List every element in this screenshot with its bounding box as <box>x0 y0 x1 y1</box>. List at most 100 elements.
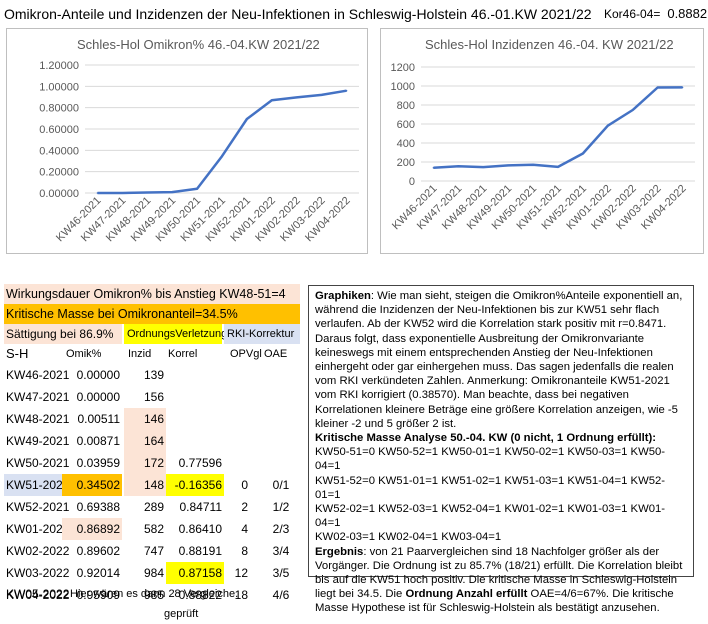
data-point <box>656 86 659 89</box>
table-cell-omik[interactable]: 0.00871 <box>76 434 120 448</box>
table-cell-kor[interactable]: 0.87158 <box>178 566 222 580</box>
analyse-line: KW50-51=0 KW50-52=1 KW50-01=1 KW50-02=1 … <box>315 446 666 473</box>
table-cell-oae[interactable]: 3/4 <box>272 544 290 558</box>
y-tick-label: 1000 <box>391 81 415 93</box>
table-cell-inz[interactable]: 582 <box>143 522 164 536</box>
col-inzid: Inzid <box>128 348 152 360</box>
row-kw-label[interactable]: KW50-2021 <box>6 456 70 470</box>
table-cell-kor[interactable] <box>166 387 222 407</box>
row-kw-label[interactable]: KW03-2022 <box>6 566 70 580</box>
table-cell-opv[interactable] <box>224 431 248 451</box>
ergebnis-label: Ergebnis <box>315 545 364 558</box>
table-cell-inz[interactable]: 985 <box>143 588 164 602</box>
correlation-cell[interactable]: Kor46-04= 0.8882 <box>604 6 707 21</box>
table-cell-omik[interactable]: 0.34502 <box>76 478 120 492</box>
col-oae: OAE <box>264 348 288 360</box>
table-cell-kor[interactable] <box>166 409 222 429</box>
table-cell-opv[interactable]: 18 <box>234 588 248 602</box>
geprueft-text: geprüft <box>164 608 199 620</box>
kritisch-text: Kritische Masse bei Omikronanteil=34.5% <box>6 307 238 321</box>
table-cell-oae[interactable] <box>266 431 296 451</box>
row-kw-label[interactable]: KW49-2021 <box>6 434 70 448</box>
table-cell-oae[interactable]: 3/5 <box>272 566 290 580</box>
row-kw-label[interactable]: KW52-2021 <box>6 500 70 514</box>
graphiken-text: : Wie man sieht, steigen die Omikron%Ant… <box>315 290 683 430</box>
table-cell-inz[interactable]: 289 <box>143 500 164 514</box>
table-cell-inz[interactable]: 984 <box>143 566 164 580</box>
cell-highlight <box>62 518 122 540</box>
y-tick-label: 600 <box>397 119 415 131</box>
table-cell-kor[interactable]: 0.84711 <box>179 500 223 514</box>
table-cell-kor[interactable] <box>166 431 222 451</box>
table-cell-inz[interactable]: 148 <box>143 478 164 492</box>
info-text-box[interactable]: Graphiken: Wie man sieht, steigen die Om… <box>308 285 694 614</box>
table-cell-oae[interactable] <box>266 365 296 385</box>
table-cell-omik[interactable]: 0.03959 <box>76 456 120 470</box>
table-cell-kor[interactable]: -0.16356 <box>174 478 222 492</box>
row-kw-label[interactable]: KW04-2022 <box>6 588 70 602</box>
table-cell-omik[interactable]: 0.00000 <box>76 390 120 404</box>
row-kw-label[interactable]: KW02-2022 <box>6 544 70 558</box>
table-cell-oae[interactable]: 0/1 <box>272 478 290 492</box>
last-kw: KW05-2022 <box>6 587 70 601</box>
table-cell-kor[interactable]: 0.88822 <box>178 588 222 602</box>
table-cell-opv[interactable]: 8 <box>241 544 248 558</box>
y-tick-label: 200 <box>397 157 415 169</box>
data-point <box>221 155 223 157</box>
inzidenz-chart[interactable]: Schles-Hol Inzidenzen 46.-04. KW 2021/22… <box>380 28 704 254</box>
table-cell-opv[interactable] <box>224 387 248 407</box>
row-kw-label[interactable]: KW48-2021 <box>6 412 70 426</box>
data-point <box>320 94 323 96</box>
table-cell-opv[interactable] <box>224 409 248 429</box>
table-cell-omik[interactable]: 0.89602 <box>76 544 120 558</box>
data-point <box>432 166 435 169</box>
table-cell-inz[interactable]: 747 <box>143 544 164 558</box>
row-kw-label[interactable]: KW01-2022 <box>6 522 70 536</box>
row-kw-label[interactable]: KW46-2021 <box>6 368 70 382</box>
table-cell-inz[interactable]: 146 <box>143 412 164 426</box>
table-cell-oae[interactable]: 4/6 <box>272 588 290 602</box>
table-cell-kor[interactable] <box>166 365 222 385</box>
table-cell-kor[interactable]: 0.88191 <box>178 544 222 558</box>
table-cell-inz[interactable]: 172 <box>143 456 164 470</box>
table-cell-oae[interactable]: 1/2 <box>272 500 290 514</box>
table-cell-opv[interactable]: 12 <box>234 566 248 580</box>
table-cell-omik[interactable]: 0.92014 <box>76 566 120 580</box>
table-cell-oae[interactable] <box>266 387 296 407</box>
table-cell-omik[interactable]: 0.00000 <box>76 368 120 382</box>
table-cell-kor[interactable]: 0.86410 <box>178 522 222 536</box>
region-label: S-H <box>6 346 29 361</box>
note-text: Hier wären es dann 28 Vergleiche. <box>70 588 239 600</box>
table-cell-inz[interactable]: 156 <box>143 390 164 404</box>
table-cell-opv[interactable] <box>224 453 248 473</box>
table-cell-omik[interactable]: 0.95909 <box>76 588 120 602</box>
table-cell-opv[interactable]: 0 <box>241 478 248 492</box>
omikron-chart-svg: 0.00000 0.20000 0.40000 0.60000 0.80000 1.000… <box>39 60 359 244</box>
sheet-title: Omikron-Anteile und Inzidenzen der Neu-I… <box>4 6 592 22</box>
row-kw-label[interactable]: KW51-2021 <box>6 478 70 492</box>
y-tick-label: 0.60000 <box>39 124 79 136</box>
table-cell-oae[interactable] <box>266 409 296 429</box>
table-cell-inz[interactable]: 139 <box>143 368 164 382</box>
data-point <box>557 166 559 168</box>
cell-highlight <box>4 474 62 496</box>
table-cell-omik[interactable]: 0.86892 <box>76 522 120 536</box>
analyse-line: KW51-52=0 KW51-01=1 KW51-02=1 KW51-03=1 … <box>315 474 666 501</box>
analyse-line: KW52-02=1 KW52-03=1 KW52-04=1 KW01-02=1 … <box>315 503 666 530</box>
table-cell-inz[interactable]: 164 <box>143 434 164 448</box>
table-cell-kor[interactable]: 0.77596 <box>178 456 222 470</box>
col-korrel: Korrel <box>168 348 198 360</box>
table-cell-omik[interactable]: 0.00511 <box>77 412 121 426</box>
row-kw-label[interactable]: KW47-2021 <box>6 390 70 404</box>
table-cell-oae[interactable]: 2/3 <box>272 522 290 536</box>
omikron-chart[interactable]: Schles-Hol Omikron% 46.-04.KW 2021/22 0.… <box>6 28 368 254</box>
data-point <box>96 192 99 194</box>
data-point <box>631 109 634 111</box>
y-tick-label: 800 <box>397 100 415 112</box>
table-cell-omik[interactable]: 0.69388 <box>76 500 120 514</box>
table-cell-oae[interactable] <box>266 453 296 473</box>
analyse-title: Kritische Masse Analyse 50.-04. KW (0 ni… <box>315 432 657 445</box>
table-cell-opv[interactable]: 4 <box>241 522 248 536</box>
table-cell-opv[interactable] <box>224 365 248 385</box>
table-cell-opv[interactable]: 2 <box>241 500 248 514</box>
